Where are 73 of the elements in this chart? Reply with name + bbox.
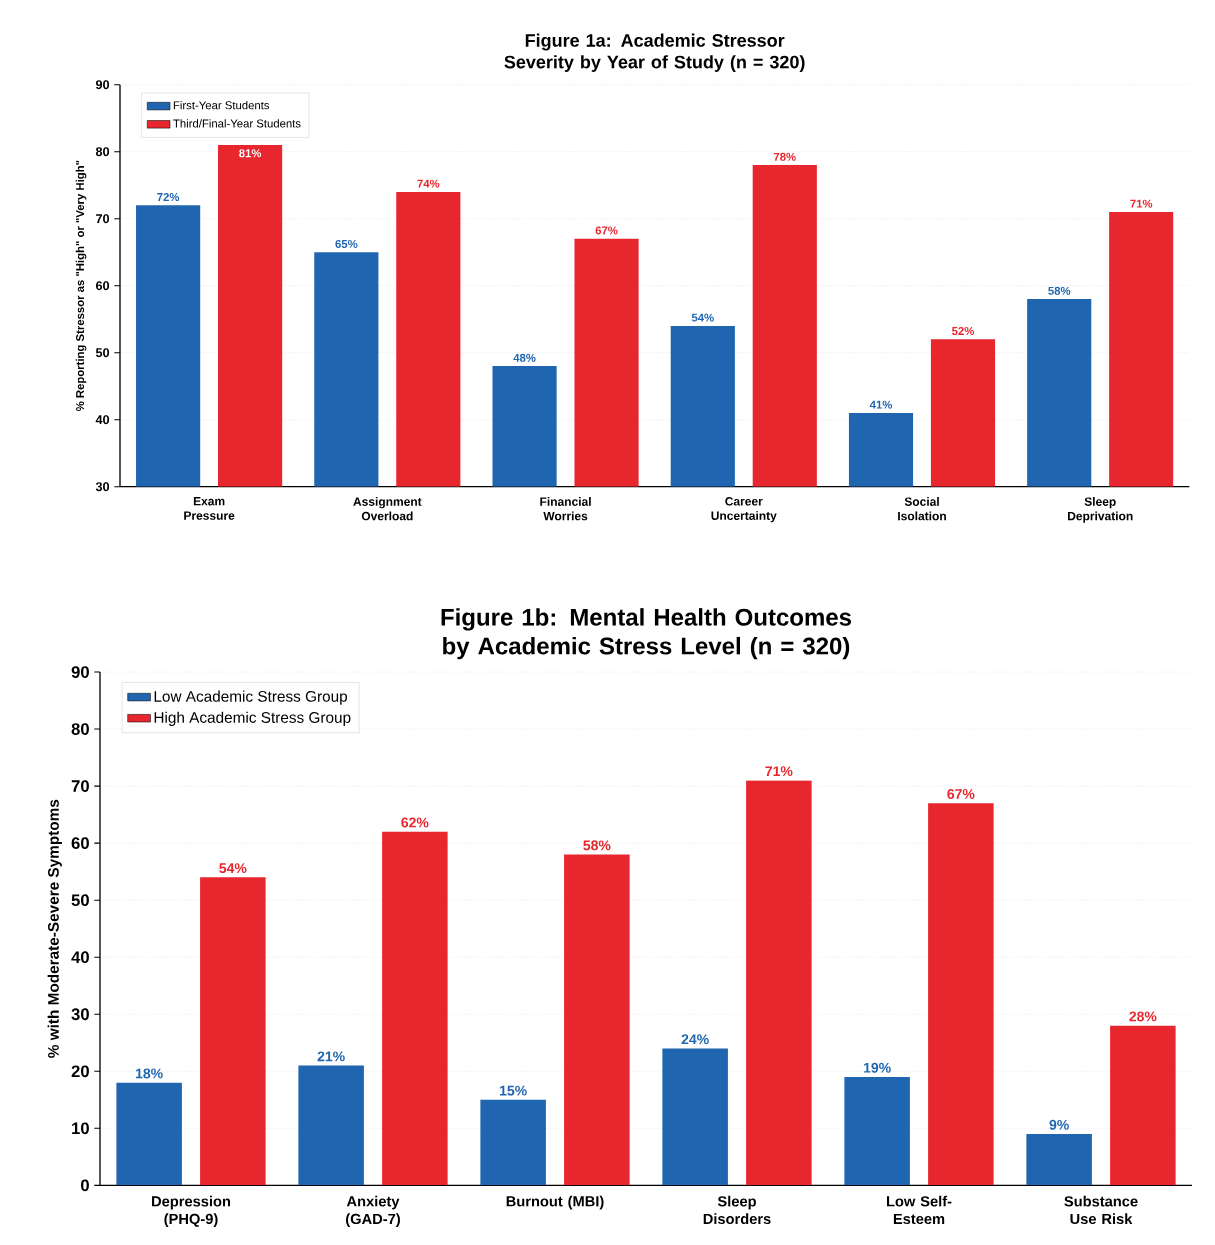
bar — [480, 1099, 546, 1186]
data-label: 41% — [869, 400, 893, 409]
legend-label: High Academic Stress Group — [154, 711, 351, 726]
legend-label: Low Academic Stress Group — [154, 690, 348, 705]
y-tick-label: 30 — [95, 482, 110, 492]
data-label: 78% — [773, 152, 796, 161]
y-tick-label: 70 — [71, 780, 89, 792]
bar — [1026, 1134, 1092, 1186]
data-label: 71% — [765, 766, 793, 777]
data-label: 18% — [136, 1068, 163, 1079]
y-axis-title: % with Moderate-Severe Symptoms — [47, 799, 62, 1058]
y-tick-label: 70 — [96, 214, 110, 224]
data-label: 54% — [691, 313, 714, 322]
x-tick-label: Assignment Overload — [353, 497, 422, 521]
chart-title: Figure 1b: Mental Health Outcomes by Academic Stress Level (n = 320) — [441, 608, 852, 660]
legend-label: Third/Final-Year Students — [173, 119, 301, 128]
y-tick-label: 50 — [95, 348, 110, 358]
x-tick-label: Depression (PHQ-9) — [152, 1195, 231, 1228]
bar — [564, 854, 630, 1186]
y-tick-label: 10 — [72, 1122, 89, 1135]
bar — [1110, 1025, 1176, 1186]
y-tick-label: 0 — [81, 1179, 89, 1192]
data-label: 48% — [513, 353, 536, 362]
data-label: 62% — [401, 817, 429, 828]
x-tick-label: Substance Use Risk — [1064, 1195, 1138, 1225]
data-label: 19% — [864, 1062, 891, 1073]
y-tick-label: 80 — [95, 147, 110, 157]
x-tick-label: Social Isolation — [898, 497, 946, 521]
bar — [298, 1065, 364, 1186]
chart-title: Figure 1a: Academic Stressor Severity by Year of Study (n = 320) — [504, 33, 805, 72]
y-tick-label: 40 — [95, 415, 110, 425]
x-tick-label: Financial Worries — [540, 497, 591, 521]
data-label: 72% — [157, 193, 180, 202]
data-label: 15% — [500, 1085, 527, 1096]
y-tick-label: 90 — [71, 666, 89, 678]
bar — [662, 1048, 728, 1186]
y-tick-label: 80 — [71, 723, 89, 735]
y-tick-label: 50 — [71, 894, 89, 907]
x-tick-label: Anxiety (GAD-7) — [346, 1195, 400, 1228]
y-axis-title: % Reporting Stressor as "High" or "Very High" — [75, 160, 87, 412]
data-label: 9% — [1049, 1119, 1069, 1130]
bar — [116, 1082, 182, 1186]
data-label: 24% — [681, 1034, 709, 1045]
x-tick-label: Career Uncertainty — [711, 497, 777, 523]
y-tick-label: 20 — [71, 1065, 89, 1078]
y-tick-label: 60 — [95, 281, 110, 291]
data-label: 58% — [1048, 286, 1071, 295]
y-tick-label: 60 — [71, 837, 89, 850]
data-label: 81% — [239, 149, 262, 158]
x-tick-label: Low Self-Esteem — [886, 1195, 952, 1225]
data-label: 58% — [583, 840, 611, 851]
y-tick-label: 30 — [71, 1008, 89, 1021]
x-tick-label: Exam Pressure — [184, 497, 235, 520]
bar — [844, 1076, 910, 1186]
bar — [746, 780, 812, 1186]
y-tick-label: 40 — [71, 951, 89, 964]
data-label: 71% — [1130, 199, 1153, 208]
x-tick-label: Burnout (MBI) — [506, 1195, 604, 1210]
x-tick-label: Sleep Deprivation — [1068, 497, 1133, 523]
data-label: 74% — [417, 179, 440, 188]
data-label: 52% — [952, 326, 975, 335]
bar — [200, 877, 266, 1186]
x-tick-label: Sleep Disorders — [703, 1195, 771, 1225]
y-tick-label: 90 — [95, 80, 110, 90]
bar — [928, 803, 994, 1186]
data-label: 21% — [317, 1051, 345, 1062]
data-label: 67% — [947, 789, 975, 799]
data-label: 28% — [1129, 1011, 1157, 1022]
bar — [382, 831, 448, 1186]
data-label: 54% — [219, 863, 247, 874]
legend-label: First-Year Students — [173, 100, 270, 110]
data-label: 65% — [335, 239, 358, 248]
data-label: 67% — [595, 226, 618, 235]
